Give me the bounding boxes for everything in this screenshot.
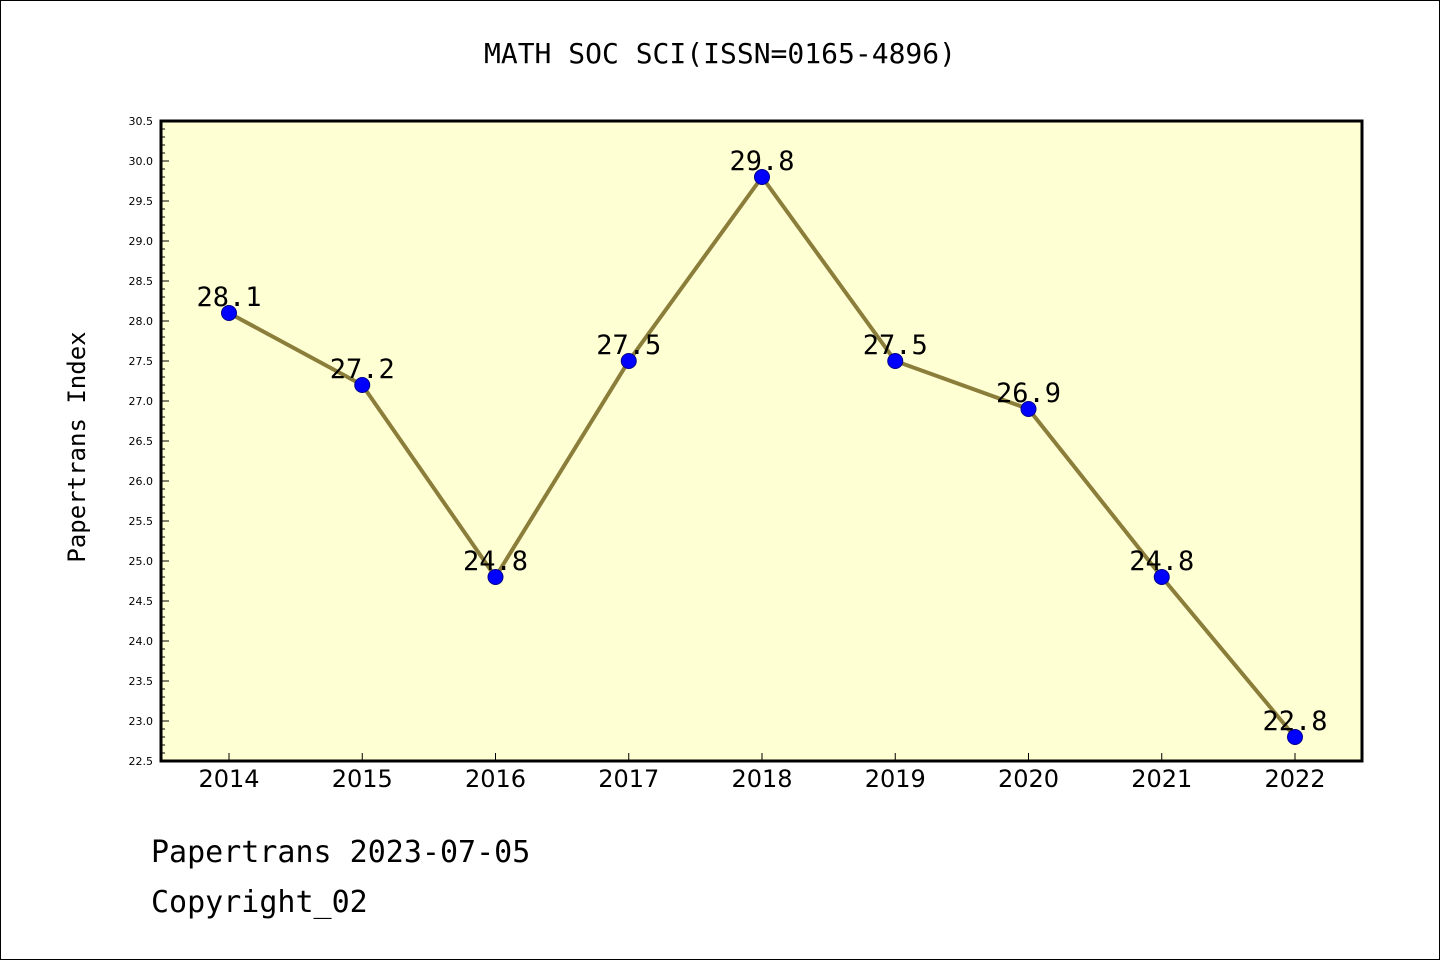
y-axis-label: Papertrans Index: [63, 331, 91, 562]
x-tick-label: 2017: [598, 765, 659, 793]
data-point: [1153, 569, 1170, 585]
data-labels: 28.1 27.2 24.8 27.5 29.8 27.5 26.9 24.8 22.8: [196, 146, 1327, 737]
y-tick-label: 29.0: [129, 235, 154, 248]
x-tick-label: 2018: [731, 765, 792, 793]
x-tick-label: 2021: [1131, 765, 1192, 793]
footer-date: Papertrans 2023-07-05: [151, 835, 531, 870]
data-label: 27.2: [330, 354, 395, 385]
x-tick-label: 2020: [998, 765, 1059, 793]
y-tick-label: 26.0: [129, 475, 154, 488]
x-tick-label: 2016: [465, 765, 526, 793]
x-tick-label: 2015: [332, 765, 393, 793]
x-axis: 2014 2015 2016 2017 2018 2019 2020 2021 2022: [198, 753, 1326, 793]
data-label: 29.8: [729, 146, 794, 177]
y-tick-label: 27.5: [129, 355, 154, 368]
y-tick-label: 29.5: [129, 195, 154, 208]
data-label: 28.1: [196, 282, 261, 313]
y-tick-label: 25.5: [129, 515, 154, 528]
y-tick-label: 27.0: [129, 395, 154, 408]
y-tick-label: 24.0: [129, 635, 154, 648]
data-label: 26.9: [996, 378, 1061, 409]
y-tick-label: 23.5: [129, 675, 154, 688]
y-tick-label: 26.5: [129, 435, 154, 448]
y-tick-label: 23.0: [129, 715, 154, 728]
y-tick-label: 30.5: [129, 115, 154, 128]
series-markers: [221, 169, 1303, 745]
x-tick-label: 2014: [198, 765, 259, 793]
y-tick-label: 30.0: [129, 155, 154, 168]
data-label: 27.5: [596, 330, 661, 361]
y-tick-label: 25.0: [129, 555, 154, 568]
data-label: 24.8: [1129, 546, 1194, 577]
y-tick-label: 28.5: [129, 275, 154, 288]
y-axis: 22.5 23.0 23.5 24.0 24.5 25.0 25.5 26.0 26.5 27.0…: [129, 115, 169, 768]
data-label: 24.8: [463, 546, 528, 577]
footer-copyright: Copyright_02: [151, 885, 368, 920]
y-tick-label: 22.5: [129, 755, 154, 768]
data-point: [354, 377, 371, 393]
data-point: [887, 353, 904, 369]
data-label: 27.5: [863, 330, 928, 361]
data-point: [1020, 401, 1037, 417]
plot-area: [159, 119, 1364, 763]
chart-title: MATH SOC SCI(ISSN=0165-4896): [483, 37, 956, 70]
data-point: [487, 569, 504, 585]
y-tick-label: 28.0: [129, 315, 154, 328]
y-tick-label: 24.5: [129, 595, 154, 608]
data-point: [221, 305, 237, 321]
data-point: [754, 169, 770, 185]
data-point: [620, 353, 637, 369]
x-tick-label: 2019: [865, 765, 926, 793]
data-point: [1287, 729, 1303, 745]
data-label: 22.8: [1262, 706, 1327, 737]
x-tick-label: 2022: [1264, 765, 1325, 793]
